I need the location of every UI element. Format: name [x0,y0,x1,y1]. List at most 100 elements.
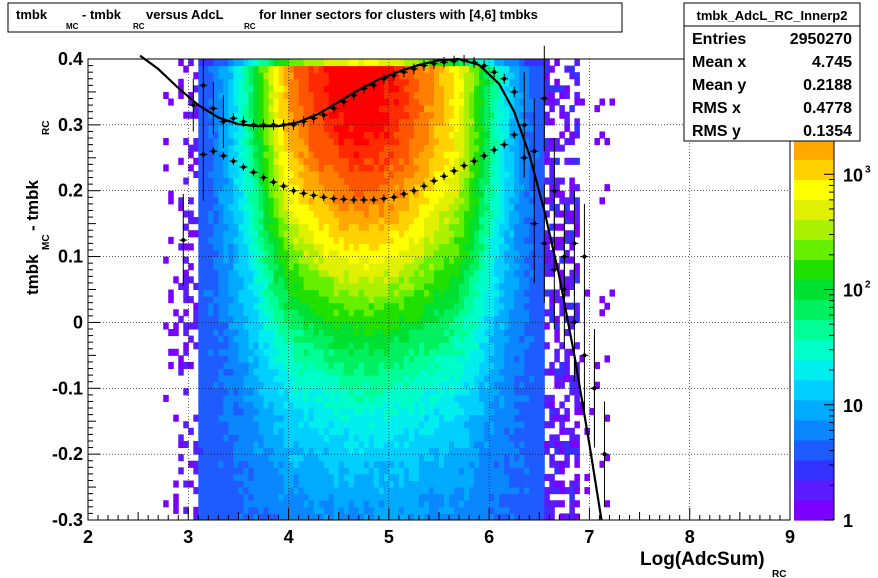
heat-cell [248,487,254,495]
heat-cell [233,249,239,258]
heat-cell [263,381,270,389]
heat-cell [208,302,214,310]
heat-cell [479,368,485,376]
heat-cell [198,203,204,211]
heat-cell [308,434,315,442]
heat-cell [418,164,425,172]
heat-cell [343,138,350,146]
heat-cell [218,144,224,152]
heat-cell [188,91,194,100]
heat-cell [328,138,335,146]
heat-cell [318,454,325,462]
heat-cell [383,361,390,370]
heat-cell [459,170,465,179]
heat-cell [343,256,350,264]
heat-cell [383,329,390,337]
heat-cell [258,263,264,271]
heat-cell [253,335,259,343]
heat-cell [233,177,239,185]
heat-cell [418,480,425,488]
heat-cell [418,190,425,198]
heat-cell [509,164,515,172]
heat-cell [529,375,535,383]
heat-cell [363,98,370,106]
heat-cell [333,480,340,488]
heat-cell [494,335,500,343]
heat-cell [303,151,310,159]
heat-cell [288,269,295,277]
heat-cell [213,454,219,462]
heat-cell [449,85,455,93]
heat-cell [524,177,530,185]
heat-cell [428,118,435,126]
heat-cell [243,72,249,80]
heat-cell [278,454,285,462]
heat-cell [519,342,525,350]
heat-cell [494,355,500,363]
heat-cell [403,276,410,284]
heat-cell [288,72,295,80]
heat-cell [353,329,360,337]
heat-cell [358,381,365,389]
heat-cell [494,85,500,93]
heat-cell [373,203,380,211]
heat-cell [363,408,370,416]
heat-cell [403,210,410,218]
heat-cell [388,111,395,119]
heat-cell [459,98,465,106]
heat-cell [293,65,300,73]
heat-cell [173,500,179,508]
heat-cell [484,394,490,402]
heat-cell [288,335,295,343]
heat-cell [509,315,515,323]
heat-cell [318,151,325,159]
heat-cell [193,85,199,93]
heat-cell [373,427,380,435]
heat-cell [293,454,300,462]
heat-cell [313,388,320,396]
heat-cell [353,85,360,93]
heat-cell [459,263,465,271]
heat-cell [509,335,515,343]
heat-cell [248,302,254,310]
heat-cell [188,59,194,67]
heat-cell [499,98,505,106]
heat-cell [253,59,259,67]
heat-cell [393,118,400,126]
heat-cell [499,243,505,251]
heat-cell [444,91,450,100]
heat-cell [318,164,325,172]
heat-cell [318,315,325,323]
heat-cell [218,342,224,350]
heat-cell [504,177,510,185]
heat-cell [529,493,535,501]
heat-cell [454,500,460,508]
heat-cell [253,348,259,356]
heat-cell [203,480,209,488]
heat-cell [418,282,425,290]
heat-cell [519,217,525,225]
heat-cell [253,361,259,370]
heat-cell [203,487,209,495]
heat-cell [413,164,420,172]
heat-cell [298,289,305,297]
heat-cell [353,414,360,422]
heat-cell [413,348,420,356]
heat-cell [408,164,415,172]
heat-cell [233,302,239,310]
heat-cell [408,91,415,100]
heat-cell [303,493,310,501]
heat-cell [268,85,275,93]
heat-cell [283,506,290,514]
heat-cell [293,184,300,192]
heat-cell [258,105,264,113]
heat-cell [428,454,435,462]
heat-cell [413,249,420,258]
heat-cell [539,164,545,172]
heat-cell [423,454,430,462]
heat-cell [449,434,455,442]
heat-cell [248,170,254,179]
heat-cell [318,85,325,93]
heat-cell [479,289,485,297]
heat-cell [519,184,525,192]
